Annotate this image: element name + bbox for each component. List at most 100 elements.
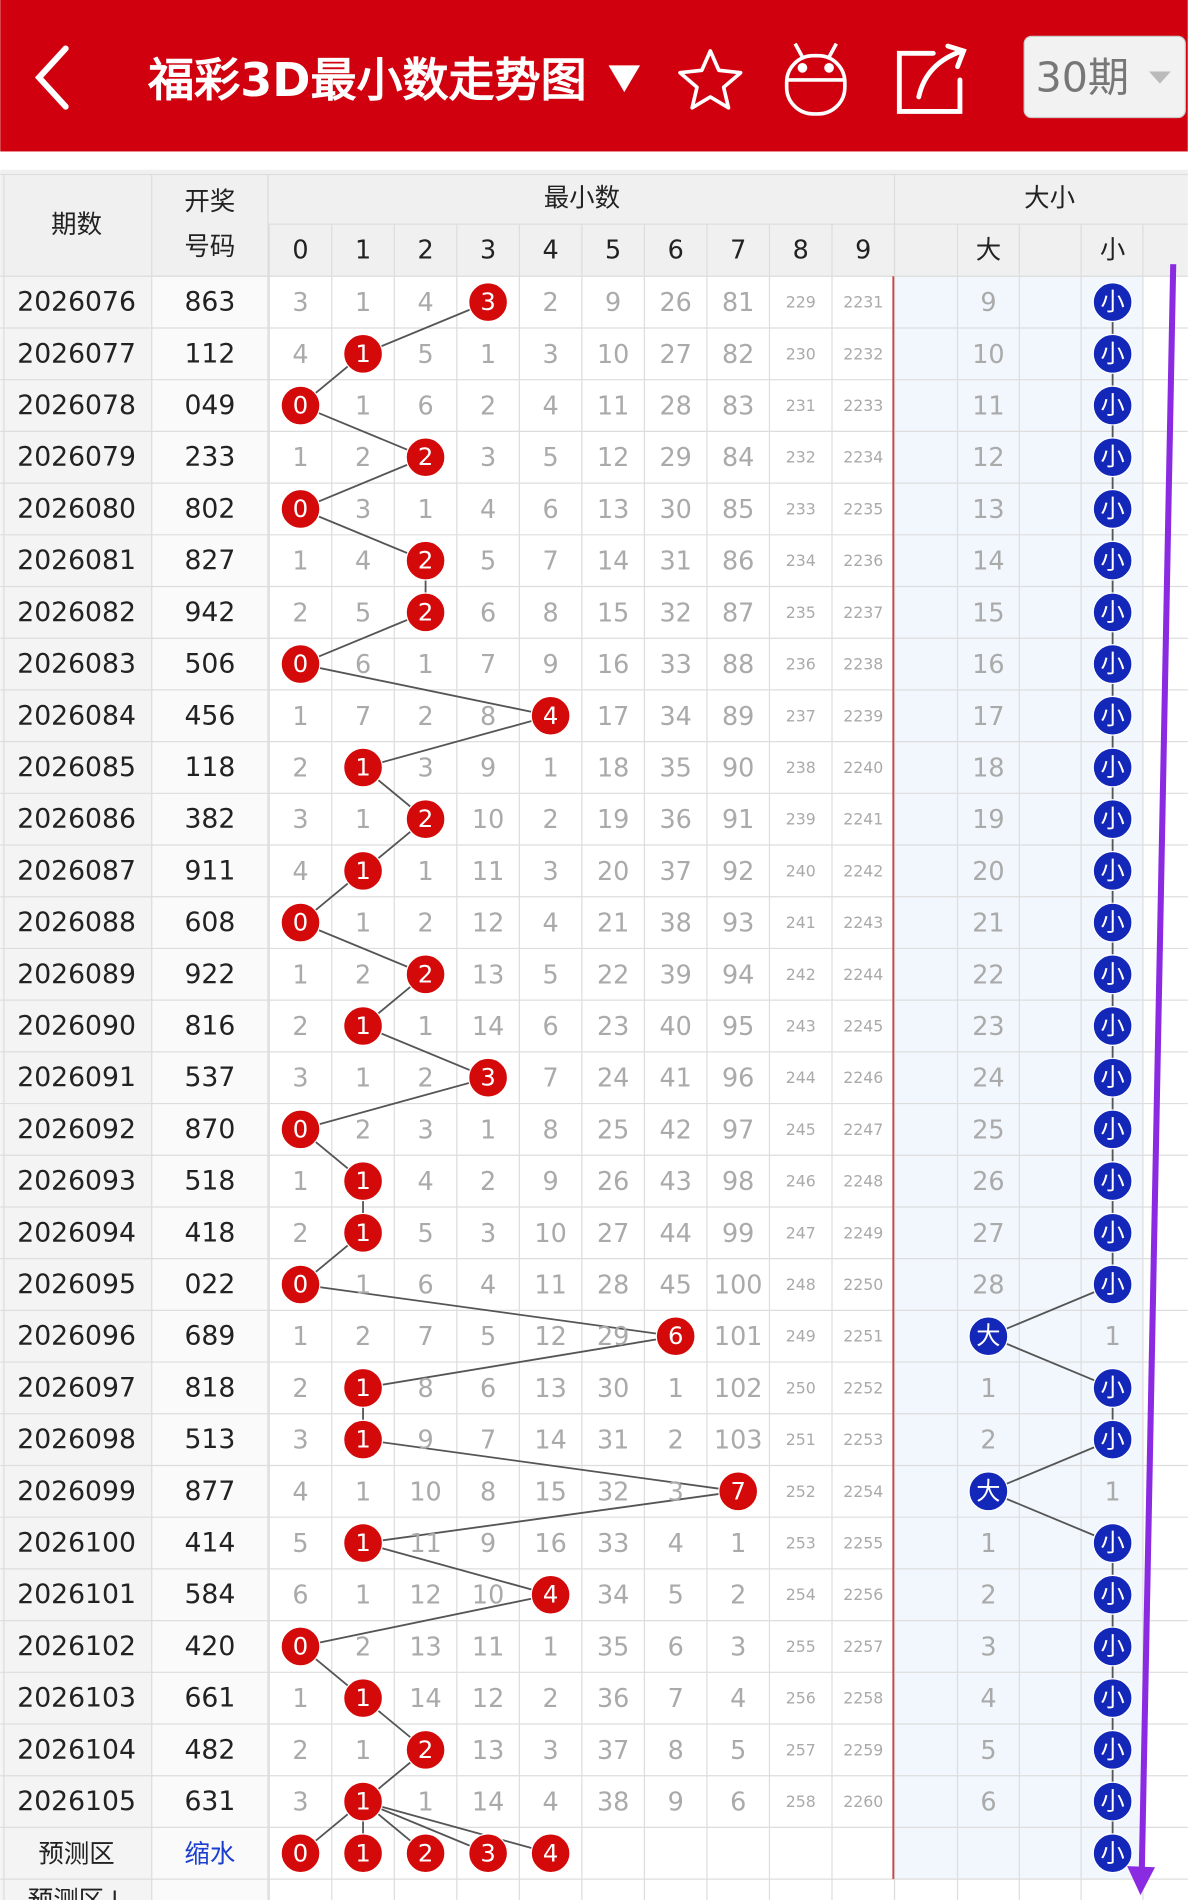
omission: 35 bbox=[597, 1631, 629, 1661]
size-ball-label: 小 bbox=[1101, 960, 1125, 988]
period: 2026103 bbox=[17, 1683, 136, 1714]
omission: 14 bbox=[597, 546, 629, 576]
omission: 25 bbox=[972, 1114, 1004, 1144]
omission: 2 bbox=[355, 1114, 371, 1144]
size-ball bbox=[1092, 747, 1133, 788]
size-ball-label: 小 bbox=[1101, 753, 1125, 781]
omission: 9 bbox=[543, 649, 559, 679]
hit-ball bbox=[280, 644, 321, 685]
omission: 1 bbox=[292, 1166, 308, 1196]
omission: 2 bbox=[417, 908, 433, 938]
hit-ball-label: 0 bbox=[293, 1271, 308, 1299]
size-ball bbox=[968, 1316, 1009, 1357]
hit-ball bbox=[468, 1057, 509, 1098]
period: 2026076 bbox=[17, 287, 136, 318]
size-ball-label: 小 bbox=[1101, 1167, 1125, 1195]
omission: 2258 bbox=[843, 1689, 883, 1708]
size-ball bbox=[1092, 644, 1133, 685]
favorite-icon[interactable] bbox=[678, 49, 743, 110]
omission: 240 bbox=[786, 861, 816, 880]
draw-number: 456 bbox=[184, 700, 235, 731]
size-ball-label: 小 bbox=[1101, 443, 1125, 471]
size-ball-label: 小 bbox=[1101, 1426, 1125, 1454]
omission: 103 bbox=[714, 1425, 763, 1455]
draw-number: 506 bbox=[184, 649, 235, 680]
header-cell: 3 bbox=[480, 235, 496, 265]
omission: 11 bbox=[534, 1270, 566, 1300]
omission: 17 bbox=[597, 701, 629, 731]
hit-ball-label: 4 bbox=[543, 702, 558, 730]
omission: 7 bbox=[355, 701, 371, 731]
period-select[interactable] bbox=[1023, 35, 1186, 119]
omission: 234 bbox=[786, 551, 816, 570]
omission: 87 bbox=[722, 597, 754, 627]
hit-ball bbox=[343, 1161, 384, 1202]
robot-icon[interactable] bbox=[784, 42, 847, 116]
size-ball bbox=[1092, 1212, 1133, 1253]
omission: 2250 bbox=[843, 1275, 883, 1294]
omission: 6 bbox=[417, 1270, 433, 1300]
omission: 13 bbox=[472, 1735, 504, 1765]
size-ball bbox=[1092, 799, 1133, 840]
omission: 4 bbox=[730, 1683, 746, 1713]
omission: 4 bbox=[543, 908, 559, 938]
period: 2026077 bbox=[17, 338, 136, 369]
omission: 5 bbox=[480, 1321, 496, 1351]
trend-line bbox=[362, 1800, 489, 1855]
omission: 82 bbox=[722, 339, 754, 369]
draw-number: 877 bbox=[184, 1476, 235, 1507]
size-ball-label: 小 bbox=[1101, 598, 1125, 626]
omission: 18 bbox=[972, 752, 1004, 782]
omission: 20 bbox=[972, 856, 1004, 886]
omission: 2244 bbox=[843, 965, 883, 984]
title-dropdown[interactable] bbox=[608, 65, 641, 93]
hit-ball bbox=[405, 540, 446, 581]
size-ball-label: 小 bbox=[1101, 1115, 1125, 1143]
size-ball-label: 小 bbox=[1101, 1788, 1125, 1816]
hit-ball-label: 1 bbox=[355, 1684, 370, 1712]
omission: 2235 bbox=[843, 499, 883, 518]
draw-number: 922 bbox=[184, 959, 235, 990]
scroll-annotation bbox=[1127, 264, 1177, 1896]
omission: 1 bbox=[668, 1373, 684, 1403]
omission: 6 bbox=[417, 391, 433, 421]
omission: 12 bbox=[534, 1321, 566, 1351]
back-button[interactable] bbox=[34, 45, 69, 110]
size-ball-label: 小 bbox=[1101, 909, 1125, 937]
omission: 6 bbox=[292, 1580, 308, 1610]
omission: 3 bbox=[292, 1425, 308, 1455]
omission: 2246 bbox=[843, 1068, 883, 1087]
predict-ball bbox=[280, 1833, 321, 1874]
omission: 6 bbox=[480, 1373, 496, 1403]
omission: 3 bbox=[980, 1631, 996, 1661]
omission: 6 bbox=[543, 1011, 559, 1041]
draw-number: 863 bbox=[184, 287, 235, 318]
hit-ball-label: 0 bbox=[293, 1115, 308, 1143]
omission: 2 bbox=[355, 959, 371, 989]
hit-ball-label: 2 bbox=[418, 598, 433, 626]
hit-ball-label: 1 bbox=[355, 753, 370, 781]
period: 2026088 bbox=[17, 907, 136, 938]
omission: 5 bbox=[417, 1218, 433, 1248]
omission: 29 bbox=[659, 442, 691, 472]
omission: 38 bbox=[597, 1787, 629, 1817]
omission: 10 bbox=[409, 1476, 441, 1506]
predict-ball-label: 1 bbox=[355, 1839, 370, 1867]
omission: 2257 bbox=[843, 1637, 883, 1656]
omission: 8 bbox=[668, 1735, 684, 1765]
size-ball-label: 小 bbox=[1101, 1374, 1125, 1402]
omission: 7 bbox=[417, 1321, 433, 1351]
omission: 7 bbox=[543, 1063, 559, 1093]
period-select-label[interactable]: 30期 bbox=[1036, 54, 1130, 102]
share-icon[interactable] bbox=[896, 43, 967, 114]
hit-ball-label: 1 bbox=[355, 1529, 370, 1557]
omission: 2 bbox=[543, 287, 559, 317]
size-ball bbox=[1092, 1678, 1133, 1719]
omission: 2 bbox=[980, 1580, 996, 1610]
omission: 23 bbox=[597, 1011, 629, 1041]
omission: 16 bbox=[534, 1528, 566, 1558]
predict-note: 缩水 bbox=[184, 1838, 235, 1868]
omission: 26 bbox=[597, 1166, 629, 1196]
omission: 7 bbox=[480, 1425, 496, 1455]
